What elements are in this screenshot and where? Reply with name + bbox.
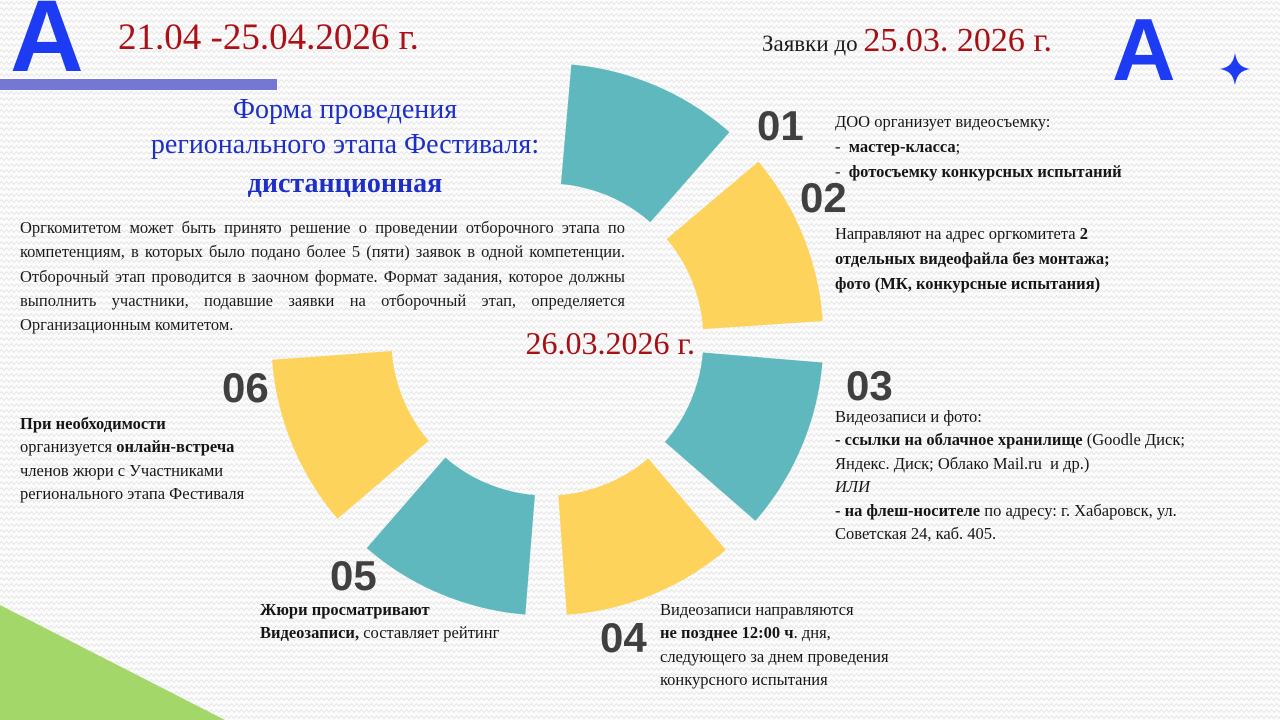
svg-text:A: A xyxy=(1112,0,1174,99)
